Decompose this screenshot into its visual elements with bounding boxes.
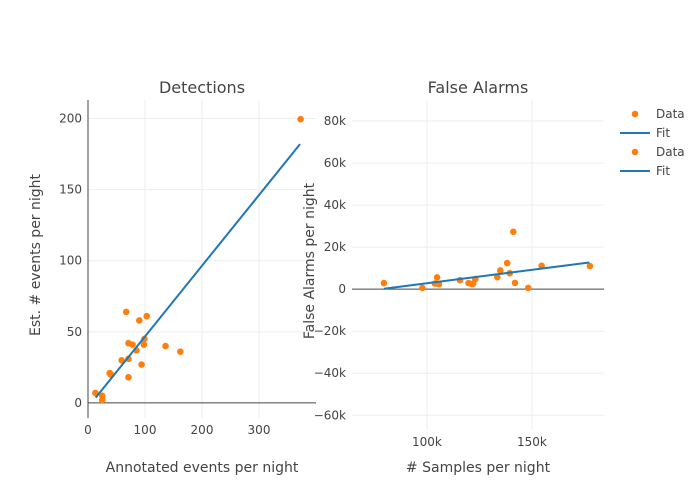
legend-marker-icon	[631, 110, 639, 118]
legend-label: Fit	[656, 164, 670, 178]
data-point	[297, 115, 304, 123]
x-tick-label: 100k	[412, 435, 442, 449]
y-tick-label: 80k	[324, 114, 346, 128]
y-tick-label: 0	[74, 396, 82, 410]
x-tick-label: 150k	[517, 435, 547, 449]
y-tick-label: −60k	[314, 408, 346, 422]
y-tick-label: 0	[338, 282, 346, 296]
fit-line	[383, 261, 590, 290]
data-point	[503, 259, 511, 267]
data-point	[586, 262, 594, 270]
chart-title: Detections	[159, 78, 245, 97]
data-point	[136, 317, 143, 324]
y-tick-label: 100	[59, 254, 82, 268]
y-tick-label: −40k	[314, 366, 346, 380]
data-point	[419, 284, 426, 292]
legend-label: Data	[656, 145, 685, 159]
y-tick-label: 150	[59, 183, 82, 197]
data-point	[509, 228, 517, 236]
x-tick-label: 100	[134, 423, 157, 437]
data-point	[496, 267, 504, 274]
data-point	[494, 273, 501, 281]
x-tick-label: 300	[248, 423, 271, 437]
chart-title: False Alarms	[428, 78, 529, 97]
fit-line	[94, 143, 301, 399]
x-tick-label: 200	[191, 423, 214, 437]
data-point	[122, 308, 130, 316]
data-point	[129, 341, 136, 348]
data-point	[433, 274, 441, 281]
y-tick-label: 200	[59, 111, 82, 125]
false-alarms-subplot: 100k 150k −60k −40k −20k 0 20k 40k 60k 80k False A…	[302, 78, 604, 476]
y-tick-label: 50	[67, 325, 82, 339]
legend-label: Fit	[656, 126, 670, 140]
y-axis-label: Est. # events per night	[28, 173, 44, 336]
x-tick-label: 0	[84, 423, 92, 437]
y-tick-label: 20k	[324, 240, 346, 254]
data-point	[177, 348, 184, 356]
detections-subplot: 0 100 200 300 0 50 100 150 200 Detections Annotate…	[28, 78, 316, 476]
data-point	[162, 342, 169, 350]
data-point	[511, 279, 519, 287]
x-axis-label: # Samples per night	[406, 460, 551, 476]
data-point	[98, 396, 106, 404]
data-point	[140, 341, 148, 348]
data-point	[143, 312, 151, 320]
data-point	[469, 280, 477, 287]
data-point	[524, 284, 532, 292]
y-tick-label: 60k	[324, 156, 346, 170]
data-point	[138, 361, 145, 368]
legend-marker-icon	[631, 148, 639, 156]
legend-label: Data	[656, 107, 685, 121]
legend: Data Fit Data Fit	[620, 107, 685, 178]
x-axis-label: Annotated events per night	[106, 460, 299, 476]
y-tick-label: 40k	[324, 198, 346, 212]
data-point	[380, 279, 388, 287]
data-point	[125, 374, 132, 381]
y-axis-label: False Alarms per night	[302, 182, 318, 339]
y-tick-label: −20k	[314, 324, 346, 338]
